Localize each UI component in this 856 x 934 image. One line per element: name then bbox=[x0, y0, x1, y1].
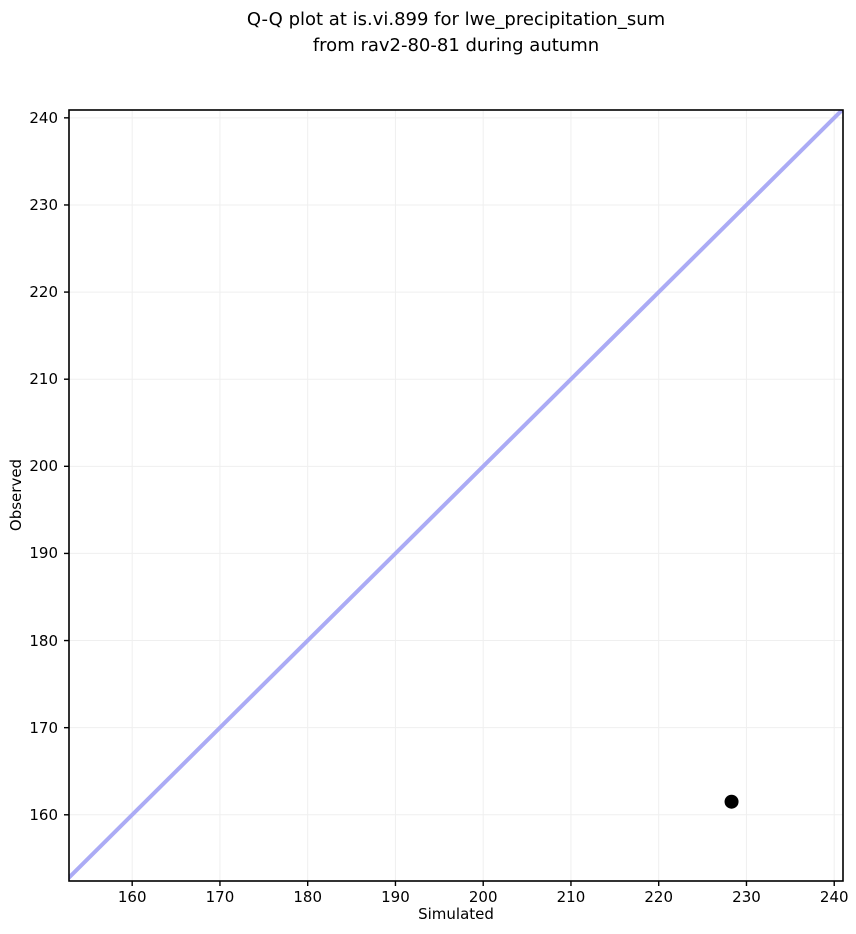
x-tick-label: 170 bbox=[205, 888, 235, 906]
y-tick-label: 220 bbox=[29, 283, 58, 302]
chart-title-line1: Q-Q plot at is.vi.899 for lwe_precipitat… bbox=[246, 9, 666, 30]
chart-title: Q-Q plot at is.vi.899 for lwe_precipitat… bbox=[247, 7, 665, 59]
x-tick-label: 220 bbox=[644, 888, 674, 906]
y-tick-label: 160 bbox=[29, 805, 58, 824]
y-tick-label: 210 bbox=[29, 370, 58, 389]
x-axis-label: Simulated bbox=[418, 905, 494, 923]
plot-area bbox=[64, 109, 844, 886]
x-tick-label: 230 bbox=[732, 888, 761, 906]
plot-canvas bbox=[64, 109, 844, 886]
x-tick-label: 240 bbox=[819, 888, 849, 906]
x-tick-label: 210 bbox=[556, 888, 586, 906]
data-point bbox=[724, 794, 739, 809]
y-tick-label: 180 bbox=[29, 631, 58, 650]
y-tick-label: 190 bbox=[29, 544, 58, 563]
x-tick-label: 200 bbox=[468, 888, 498, 906]
y-tick-label: 200 bbox=[29, 457, 58, 476]
x-tick-label: 160 bbox=[117, 888, 147, 906]
y-tick-label: 240 bbox=[29, 108, 58, 127]
chart-title-line2: from rav2-80-81 during autumn bbox=[312, 35, 600, 56]
y-tick-label: 230 bbox=[29, 195, 58, 214]
x-tick-label: 190 bbox=[381, 888, 410, 906]
x-tick-label: 180 bbox=[293, 888, 323, 906]
plot-border bbox=[68, 109, 844, 882]
y-tick-label: 170 bbox=[29, 718, 58, 737]
